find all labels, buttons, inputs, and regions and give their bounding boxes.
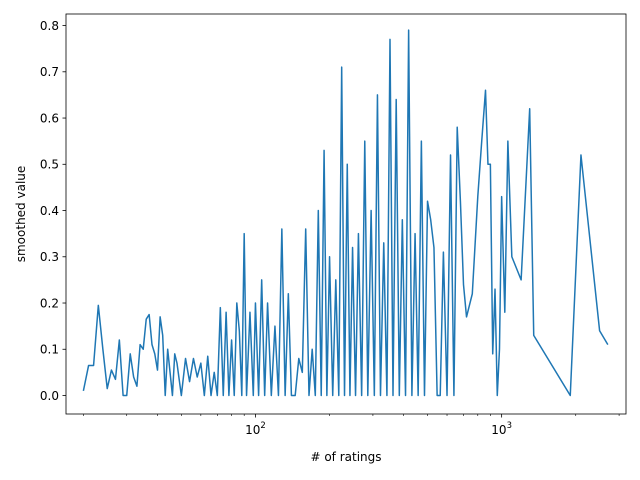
x-tick-exponent: 3 [507, 421, 512, 431]
y-tick-label: 0.5 [40, 158, 59, 172]
series-line-0 [82, 29, 609, 397]
x-tick-base: 10 [491, 423, 506, 437]
x-tick-exponent: 2 [260, 421, 265, 431]
y-tick-label: 0.7 [40, 65, 59, 79]
y-tick-label: 0.0 [40, 389, 59, 403]
x-axis-label: # of ratings [310, 450, 381, 464]
y-tick-label: 0.3 [40, 250, 59, 264]
x-tick-base: 10 [245, 423, 260, 437]
x-tick-label: 102 [245, 421, 266, 437]
axes-frame [65, 13, 627, 415]
y-axis-ticks: 0.0 0.1 0.2 0.3 0.4 0.5 0.6 0.7 0.8 [40, 19, 66, 403]
y-tick-label: 0.1 [40, 343, 59, 357]
y-axis-label: smoothed value [14, 166, 28, 263]
y-tick-label: 0.8 [40, 19, 59, 33]
y-tick-label: 0.4 [40, 204, 59, 218]
y-tick-label: 0.2 [40, 296, 59, 310]
plot-area [82, 29, 609, 397]
x-tick-label: 103 [491, 421, 512, 437]
y-tick-label: 0.6 [40, 111, 59, 125]
x-axis-ticks: 102 103 [83, 414, 620, 437]
